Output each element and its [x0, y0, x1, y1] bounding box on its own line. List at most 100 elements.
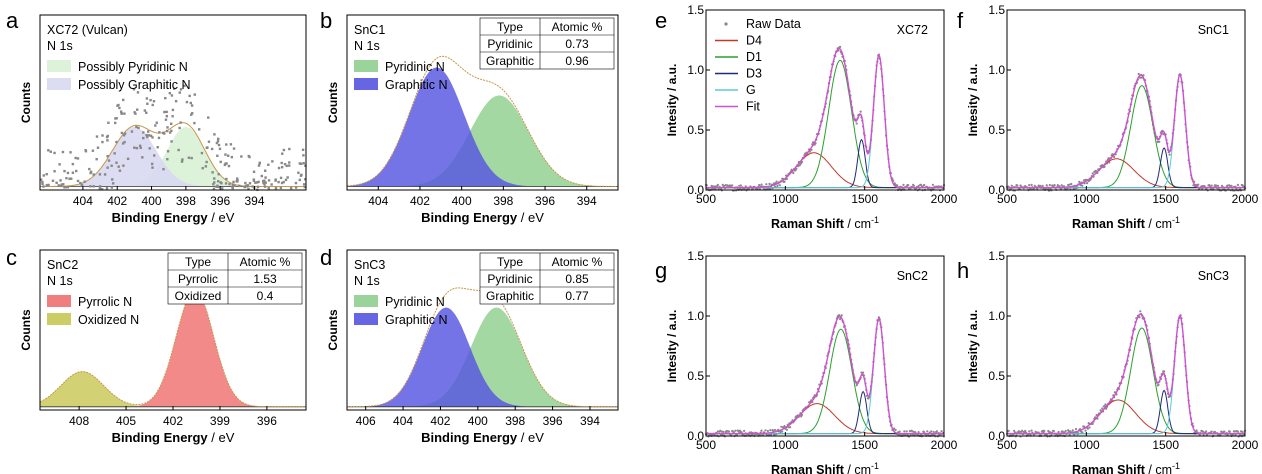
- raw-point: [41, 180, 44, 184]
- table-cell: Pyridinic: [487, 37, 532, 51]
- x-axis-label-unit: / cm: [1145, 463, 1172, 474]
- raw-point: [917, 431, 920, 434]
- table-header: Atomic %: [552, 20, 603, 34]
- raw-point: [45, 184, 49, 187]
- raw-point: [282, 180, 285, 184]
- raw-point: [232, 180, 235, 184]
- x-tick-label: 402: [410, 194, 430, 208]
- raw-point: [212, 187, 216, 191]
- raw-point: [224, 182, 228, 185]
- peak-oxidized-n: [40, 371, 306, 407]
- raw-point: [714, 187, 717, 190]
- raw-point: [1012, 433, 1015, 436]
- core-level-label: N 1s: [354, 274, 380, 288]
- raw-point: [1101, 407, 1104, 410]
- raw-point: [1163, 370, 1166, 373]
- raw-point: [118, 169, 122, 172]
- y-axis-label: Counts: [326, 82, 340, 124]
- band-d4: [706, 152, 944, 189]
- raw-point: [274, 179, 277, 182]
- atomic-table: Type Atomic % Pyridinic 0.73 Graphitic 0.96: [479, 17, 615, 70]
- raw-point: [776, 184, 779, 188]
- raw-point: [247, 187, 250, 191]
- raw-point: [197, 128, 201, 131]
- band-d1: [1007, 327, 1245, 435]
- panel-letter: e: [655, 8, 667, 33]
- raw-point: [63, 169, 66, 173]
- raw-point: [1236, 183, 1239, 186]
- table-cell: 0.85: [565, 272, 589, 286]
- raw-point: [1043, 429, 1046, 432]
- raw-point: [219, 160, 222, 164]
- raw-point: [230, 155, 234, 159]
- x-tick-label: 404: [368, 194, 388, 208]
- legend-swatch: [354, 78, 378, 90]
- raw-point: [49, 150, 53, 153]
- raw-point: [120, 131, 124, 135]
- raw-point: [147, 134, 150, 137]
- raw-point: [101, 140, 104, 144]
- x-tick-label: 394: [580, 414, 600, 428]
- raw-point: [284, 178, 288, 182]
- legend-label: Graphitic N: [385, 78, 448, 92]
- raw-point: [1139, 310, 1142, 313]
- x-tick-label: 394: [245, 194, 265, 208]
- raw-point: [98, 173, 102, 176]
- raw-point: [115, 140, 118, 144]
- raw-point: [98, 187, 102, 191]
- raw-point: [103, 173, 107, 176]
- x-axis-label: Binding Energy / eV: [421, 430, 544, 445]
- raw-point: [216, 140, 220, 143]
- raw-point: [1053, 184, 1056, 187]
- x-tick-label: 2000: [931, 192, 958, 206]
- raw-point: [297, 171, 300, 174]
- raw-point: [1087, 422, 1090, 425]
- raw-point: [162, 167, 165, 171]
- raw-point: [113, 121, 117, 125]
- raw-point: [106, 139, 109, 142]
- raw-point: [862, 371, 865, 374]
- raw-point: [165, 110, 168, 114]
- raw-point: [155, 121, 158, 124]
- plot-frame: [1006, 9, 1246, 191]
- raw-point: [193, 121, 196, 125]
- raw-point: [256, 181, 259, 184]
- raw-point: [39, 178, 43, 181]
- raw-point: [89, 170, 93, 174]
- raw-point: [301, 148, 305, 152]
- y-tick-label: 1.5: [687, 249, 704, 263]
- raw-point: [151, 136, 154, 139]
- raw-point: [768, 433, 771, 436]
- raw-point: [238, 184, 241, 188]
- raw-point: [288, 147, 291, 151]
- x-axis-label-unit: / eV: [208, 210, 235, 225]
- x-axis-label: Raman Shift / cm-1: [1072, 461, 1180, 474]
- raw-point: [840, 314, 843, 317]
- table-border: [479, 17, 615, 70]
- sample-name: SnC3: [354, 258, 385, 272]
- raw-point: [170, 94, 174, 97]
- raw-point: [1241, 430, 1244, 433]
- raw-point: [1088, 426, 1091, 429]
- raw-point: [152, 100, 156, 103]
- raw-point: [1057, 430, 1060, 434]
- raw-point: [896, 184, 899, 187]
- raw-point: [932, 430, 935, 434]
- x-axis-label-sup: -1: [1172, 461, 1180, 471]
- raw-point: [744, 185, 747, 188]
- raw-point: [219, 181, 222, 184]
- raw-point: [298, 178, 301, 182]
- raw-point: [136, 108, 139, 111]
- x-tick-label: 408: [69, 414, 89, 428]
- raw-point: [716, 183, 720, 186]
- x-axis-label-sup: -1: [871, 461, 879, 471]
- raw-point: [53, 170, 56, 173]
- plot-frame: [346, 249, 619, 411]
- table-cell: Oxidized: [175, 289, 222, 303]
- band-d4: [706, 403, 944, 435]
- raw-point: [258, 161, 261, 165]
- y-axis-label: Intesity / a.u.: [665, 310, 679, 383]
- raw-point: [839, 45, 842, 49]
- raw-point: [923, 183, 926, 187]
